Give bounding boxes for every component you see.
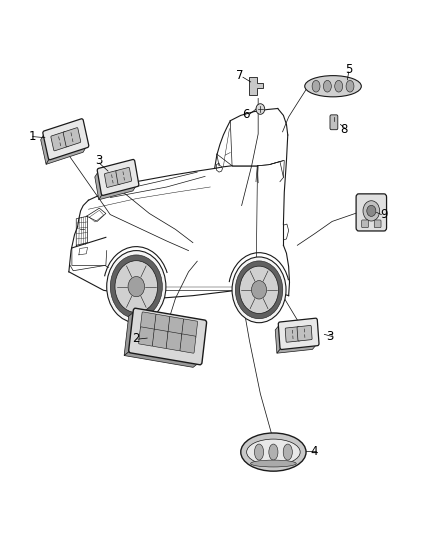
Text: 8: 8 [341,123,348,136]
Text: 6: 6 [242,108,250,121]
Circle shape [363,201,380,221]
FancyBboxPatch shape [182,319,198,338]
FancyBboxPatch shape [116,167,131,184]
Text: 9: 9 [380,208,387,221]
Ellipse shape [254,444,264,460]
Polygon shape [124,311,135,356]
FancyBboxPatch shape [140,312,156,331]
Ellipse shape [323,80,331,92]
Polygon shape [277,344,317,353]
FancyBboxPatch shape [285,327,300,342]
Text: 3: 3 [326,330,333,343]
Ellipse shape [283,444,292,460]
Text: 5: 5 [345,63,353,76]
FancyBboxPatch shape [362,220,368,228]
FancyBboxPatch shape [152,329,168,349]
FancyBboxPatch shape [168,317,184,336]
FancyBboxPatch shape [138,327,155,346]
Circle shape [240,266,279,313]
FancyBboxPatch shape [154,314,170,334]
Polygon shape [99,184,137,200]
Text: 3: 3 [95,154,103,167]
Polygon shape [41,133,50,164]
Circle shape [128,277,145,297]
Circle shape [115,261,158,313]
FancyBboxPatch shape [51,132,68,151]
Polygon shape [249,77,263,95]
Polygon shape [275,324,282,353]
Polygon shape [46,146,87,164]
Text: 7: 7 [236,69,244,82]
Text: 1: 1 [29,130,36,143]
Circle shape [107,251,166,322]
FancyBboxPatch shape [63,127,81,147]
Ellipse shape [335,80,343,92]
Polygon shape [124,350,200,367]
Ellipse shape [269,444,278,460]
Ellipse shape [305,76,361,97]
Text: 4: 4 [310,445,318,457]
FancyBboxPatch shape [43,119,89,160]
FancyBboxPatch shape [330,115,338,130]
Ellipse shape [251,460,296,467]
Circle shape [367,205,376,216]
FancyBboxPatch shape [278,318,319,350]
Ellipse shape [247,439,300,465]
Circle shape [232,257,286,322]
Circle shape [256,104,265,114]
FancyBboxPatch shape [105,171,120,188]
Text: 2: 2 [133,332,140,344]
Ellipse shape [346,80,354,92]
FancyBboxPatch shape [297,326,312,341]
FancyBboxPatch shape [166,332,182,351]
Circle shape [110,255,162,318]
FancyBboxPatch shape [374,220,381,228]
FancyBboxPatch shape [180,334,196,353]
FancyBboxPatch shape [356,194,387,231]
Circle shape [235,261,283,319]
Circle shape [251,281,267,299]
Polygon shape [95,171,103,200]
FancyBboxPatch shape [129,308,207,365]
FancyBboxPatch shape [97,159,139,196]
Ellipse shape [312,80,320,92]
Ellipse shape [241,433,306,471]
